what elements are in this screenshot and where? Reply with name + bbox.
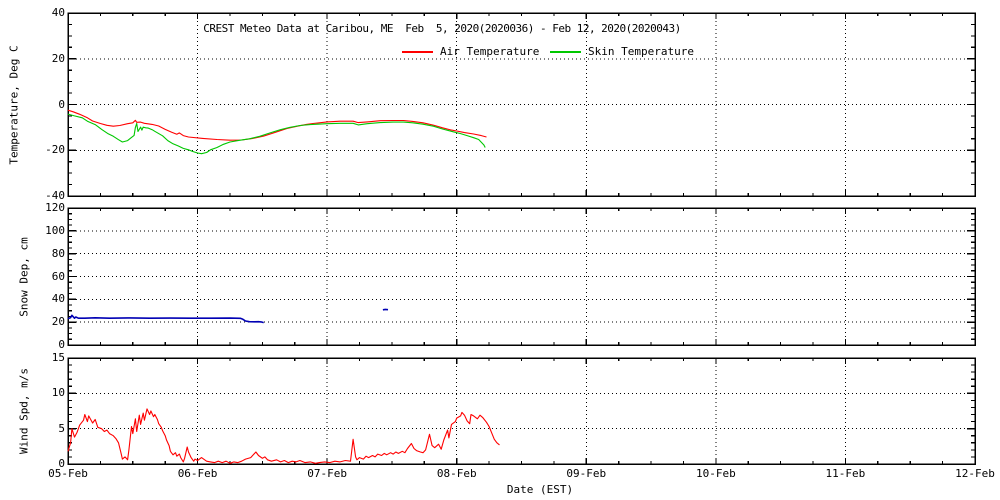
skin-temperature-legend-line — [550, 51, 581, 53]
y-tick-label: 20 — [51, 51, 65, 65]
y-tick-label: 15 — [51, 351, 65, 364]
plot-frame — [67, 207, 976, 346]
snow-depth-line — [67, 314, 264, 324]
plot-temperature — [67, 12, 976, 197]
skin-temperature-line — [67, 113, 486, 155]
air-temperature-line — [67, 109, 487, 141]
air-temperature-legend-line — [402, 51, 433, 53]
x-tick-label: 07-Feb — [307, 467, 348, 480]
x-tick-label: 11-Feb — [825, 467, 866, 480]
air-temperature-legend-label: Air Temperature — [440, 45, 540, 58]
y-tick-label: 5 — [58, 421, 65, 435]
plot-wind-spd — [67, 357, 976, 465]
y-axis-label-wind-speed: Wind Spd, m/s — [17, 367, 31, 455]
x-tick-label: 10-Feb — [695, 467, 736, 480]
y-tick-label: 40 — [51, 6, 65, 19]
y-tick-label: 80 — [51, 246, 65, 260]
x-tick-label: 12-Feb — [955, 467, 995, 480]
y-tick-label: 60 — [51, 269, 65, 283]
y-tick-label: 40 — [51, 292, 65, 306]
plot-frame — [67, 357, 976, 465]
plot-snow-dep — [67, 207, 976, 346]
y-tick-label: -20 — [45, 143, 65, 157]
x-tick-label: 05-Feb — [48, 467, 88, 480]
wind-speed-line — [67, 408, 500, 464]
y-tick-label: 0 — [58, 338, 65, 351]
x-tick-label: 09-Feb — [566, 467, 607, 480]
y-tick-label: 0 — [58, 97, 65, 111]
x-tick-label: 08-Feb — [436, 467, 477, 480]
y-tick-label: 20 — [51, 315, 65, 329]
y-tick-label: 100 — [45, 223, 65, 237]
chart-title: CREST Meteo Data at Caribou, ME Feb 5, 2… — [203, 22, 681, 35]
skin-temperature-legend-label: Skin Temperature — [588, 45, 694, 58]
x-tick-label: 06-Feb — [177, 467, 218, 480]
y-tick-label: 120 — [45, 201, 65, 214]
plot-frame — [67, 12, 976, 197]
y-axis-label-temperature: Temperature, Deg C — [7, 45, 21, 165]
y-tick-label: 0 — [58, 457, 65, 470]
y-tick-label: 10 — [51, 386, 65, 400]
x-axis-label: Date (EST) — [506, 483, 574, 496]
y-tick-label: -40 — [45, 189, 65, 202]
